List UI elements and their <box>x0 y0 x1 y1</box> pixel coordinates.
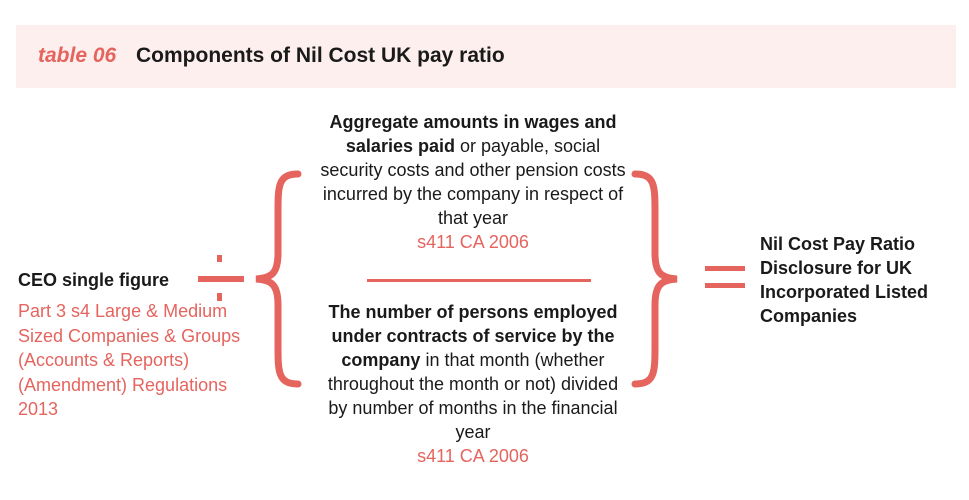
left-brace-icon <box>255 170 302 388</box>
denominator-text: The number of persons employed under con… <box>318 300 628 468</box>
divide-icon <box>198 255 244 301</box>
denominator-bold-text: The number of persons employed under con… <box>328 302 618 370</box>
ceo-figure-reference: Part 3 s4 Large & Medium Sized Companies… <box>18 301 241 420</box>
right-brace-icon <box>631 170 678 388</box>
numerator-reference: s411 CA 2006 <box>417 232 529 252</box>
table-header: table 06 Components of Nil Cost UK pay r… <box>16 25 956 88</box>
denominator-reference: s411 CA 2006 <box>417 446 529 466</box>
ceo-figure-block: CEO single figure Part 3 s4 Large & Medi… <box>18 268 258 422</box>
numerator-plain-text: or payable, social security costs and ot… <box>320 136 626 228</box>
equals-icon <box>705 264 745 290</box>
table-title: Components of Nil Cost UK pay ratio <box>136 44 505 67</box>
ceo-single-figure-label: CEO single figure <box>18 270 170 290</box>
fraction-bar <box>367 279 591 282</box>
numerator-bold-text: Aggregate amounts in wages and salaries … <box>329 112 617 156</box>
numerator-text: Aggregate amounts in wages and salaries … <box>318 110 628 254</box>
denominator-plain-text: in that month (whether throughout the mo… <box>327 350 619 442</box>
result-label: Nil Cost Pay Ratio Disclosure for UK Inc… <box>760 234 929 326</box>
table-number: table 06 <box>38 44 117 67</box>
